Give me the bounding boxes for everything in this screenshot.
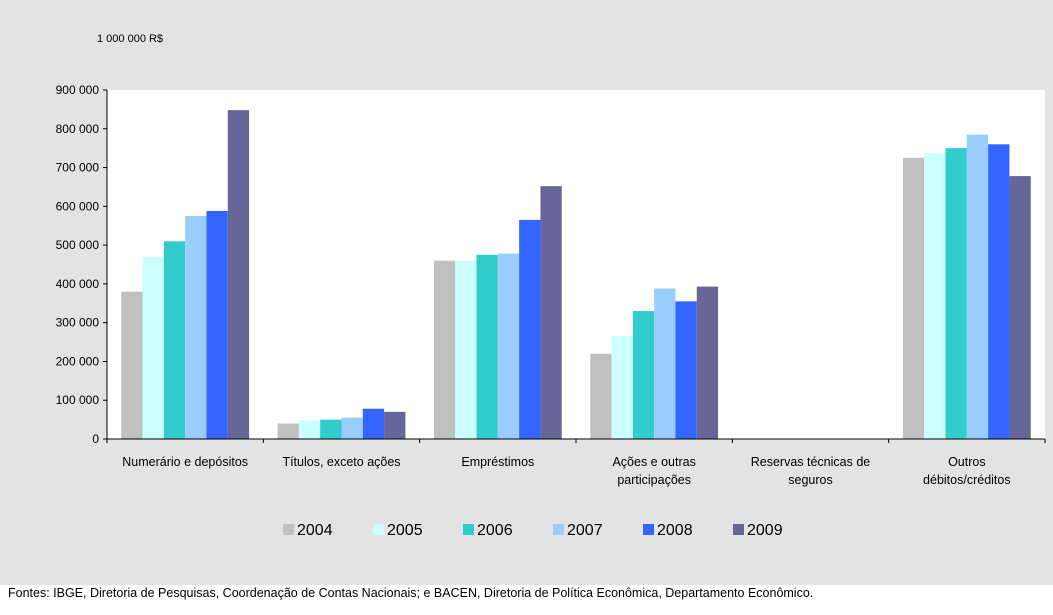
bar-2005 (298, 420, 321, 439)
bar-2009 (540, 186, 562, 439)
legend-swatch-2009 (733, 524, 744, 535)
x-tick-label: Numerário e depósitos (122, 455, 248, 469)
y-tick-label: 600 000 (56, 199, 100, 213)
bar-2006 (945, 148, 967, 439)
legend-label-2006: 2006 (477, 522, 513, 539)
bar-2009 (227, 110, 250, 440)
source-note: Fontes: IBGE, Diretoria de Pesquisas, Co… (8, 586, 814, 600)
x-tick-label: débitos/créditos (923, 473, 1011, 487)
bar-2004 (121, 291, 143, 439)
legend-label-2008: 2008 (657, 522, 693, 539)
x-tick-label: Títulos, exceto ações (282, 455, 400, 469)
legend-swatch-2007 (553, 524, 564, 535)
y-unit-label: 1 000 000 R$ (97, 33, 163, 45)
y-tick-label: 100 000 (56, 393, 100, 407)
legend-label-2004: 2004 (297, 522, 333, 539)
y-tick-label: 700 000 (56, 161, 100, 175)
bar-2008 (675, 301, 697, 439)
bar-2004 (590, 353, 612, 439)
bar-2006 (163, 241, 186, 439)
bar-2005 (455, 260, 477, 439)
x-tick-label: seguros (788, 473, 832, 487)
y-tick-label: 0 (92, 432, 99, 446)
bar-2008 (988, 144, 1010, 440)
bar-2005 (924, 152, 946, 439)
bar-2005 (611, 336, 633, 439)
x-tick-label: participações (617, 473, 691, 487)
x-tick-label: Empréstimos (461, 455, 534, 469)
bar-2004 (902, 157, 925, 439)
legend-swatch-2006 (463, 524, 474, 535)
bar-2007 (185, 216, 207, 439)
x-tick-label: Reservas técnicas de (751, 455, 871, 469)
legend-label-2009: 2009 (747, 522, 783, 539)
bar-2009 (696, 286, 719, 439)
y-tick-label: 900 000 (56, 83, 100, 97)
bar-2006 (632, 311, 655, 439)
bar-2009 (384, 411, 406, 439)
legend-label-2007: 2007 (567, 522, 603, 539)
bar-2006 (320, 419, 342, 439)
bar-2005 (142, 256, 164, 439)
bar-2007 (966, 134, 989, 439)
bar-2007 (654, 288, 676, 439)
bar-2009 (1009, 176, 1031, 439)
y-tick-label: 800 000 (56, 122, 100, 136)
legend-label-2005: 2005 (387, 522, 423, 539)
bar-2008 (362, 408, 385, 439)
x-tick-label: Ações e outras (612, 455, 695, 469)
y-tick-label: 300 000 (56, 316, 100, 330)
bar-2007 (341, 417, 363, 439)
bar-chart: 1 000 000 R$ 900 000 800 000 700 000 600 000… (56, 33, 1046, 539)
bar-2006 (476, 254, 498, 439)
y-tick-label: 200 000 (56, 354, 100, 368)
legend-swatch-2008 (643, 524, 654, 535)
y-tick-label: 400 000 (56, 277, 100, 291)
chart-area: 1 000 000 R$ 900 000 800 000 700 000 600 000… (0, 0, 1053, 585)
bar-2007 (497, 253, 520, 439)
y-tick-label: 500 000 (56, 238, 100, 252)
legend-swatch-2004 (283, 524, 294, 535)
x-tick-label: Outros (948, 455, 986, 469)
plot-area (107, 90, 1045, 439)
bar-2008 (519, 219, 541, 439)
bar-2008 (206, 210, 228, 439)
bar-2004 (433, 260, 456, 439)
legend-swatch-2005 (373, 524, 384, 535)
bar-2004 (277, 423, 299, 439)
